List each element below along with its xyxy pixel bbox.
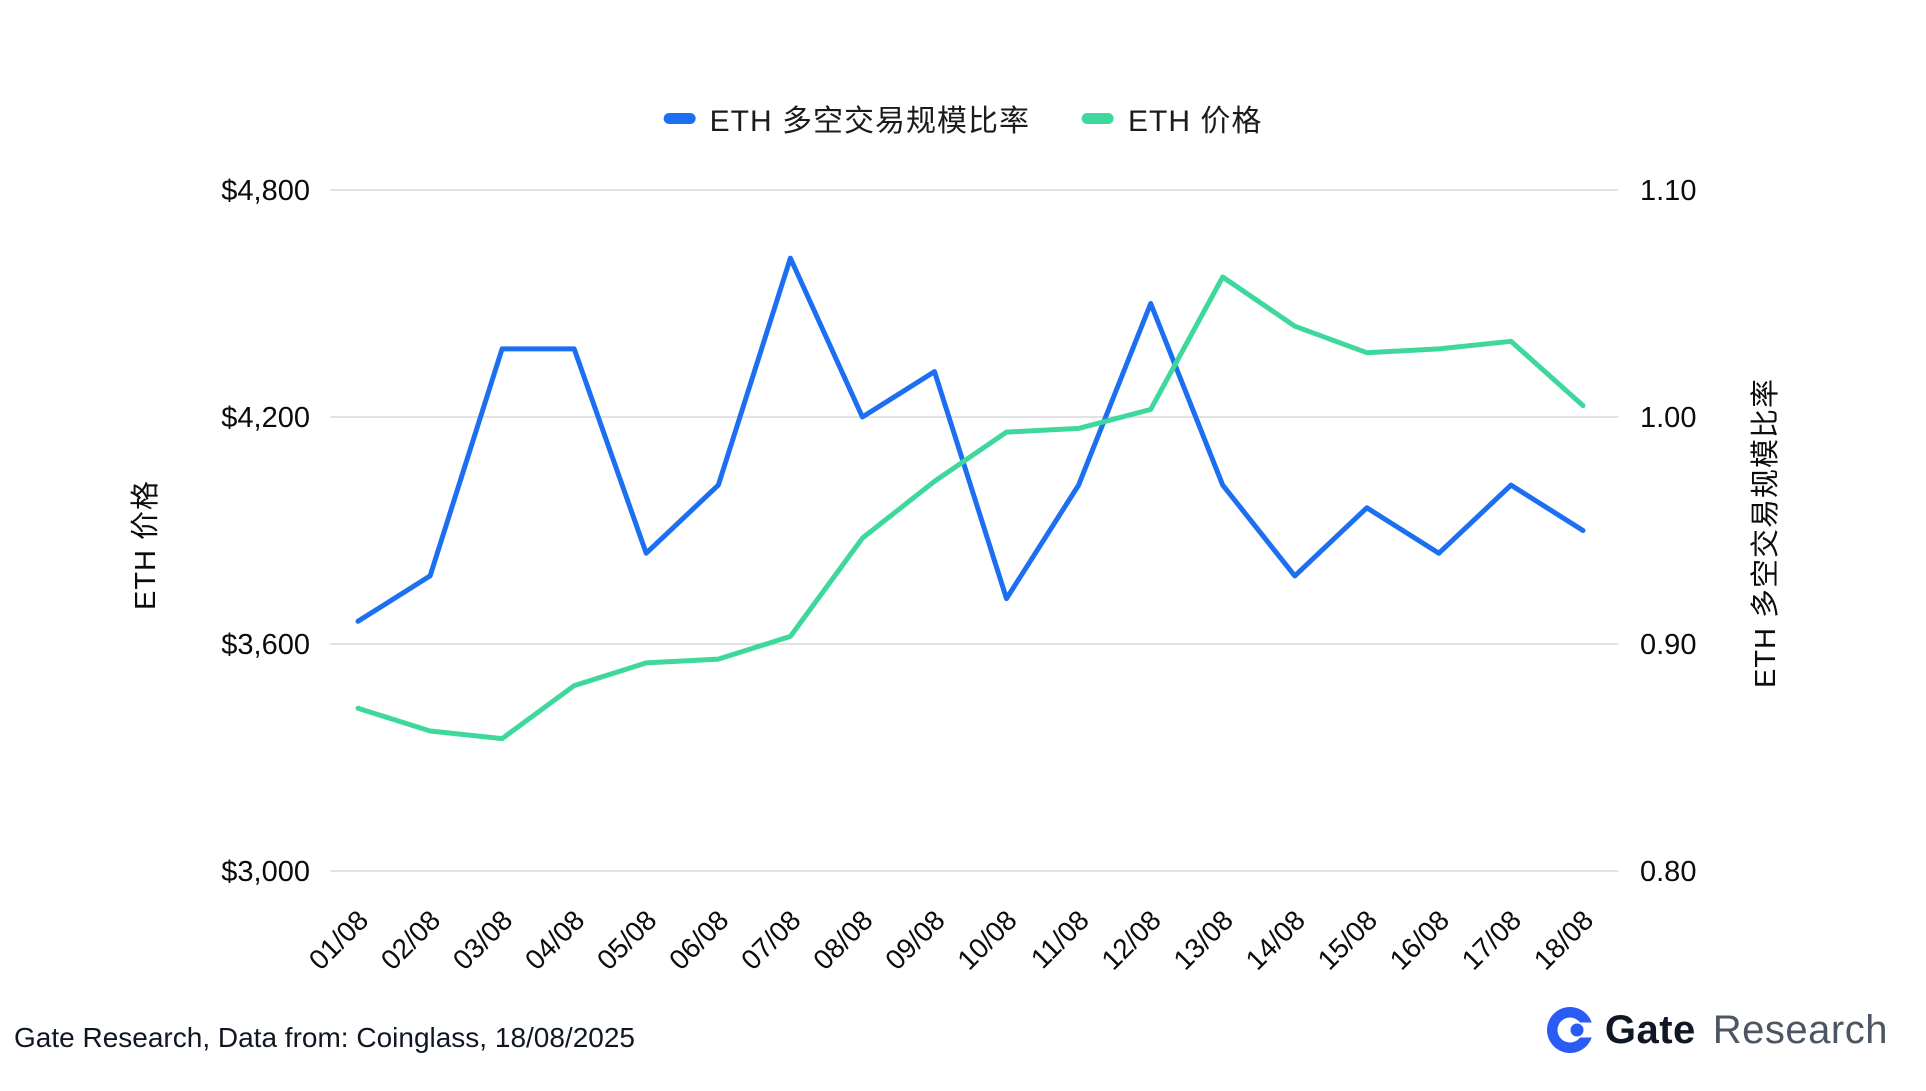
right-axis-tick-label: 0.80 — [1640, 856, 1696, 888]
left-axis-tick-label: $3,600 — [221, 629, 310, 661]
ratio-line-series — [355, 255, 1586, 624]
x-axis-tick-label: 15/08 — [1312, 904, 1383, 975]
x-axis-tick-label: 02/08 — [375, 904, 446, 975]
x-axis-tick-label: 12/08 — [1095, 904, 1166, 975]
legend-item-price: ETH 价格 — [1082, 96, 1262, 140]
x-axis-tick-label: 05/08 — [591, 904, 662, 975]
left-axis-tick-label: $4,200 — [221, 402, 310, 434]
x-axis-tick-label: 14/08 — [1240, 904, 1311, 975]
left-axis-tick-label: $3,000 — [221, 856, 310, 888]
x-axis-tick-label: 16/08 — [1384, 904, 1455, 975]
x-axis-tick-label: 11/08 — [1025, 904, 1095, 974]
x-axis-tick-label: 13/08 — [1167, 904, 1238, 975]
legend-swatch-blue — [663, 112, 696, 124]
x-axis-tick-label: 01/08 — [303, 904, 374, 975]
logo-suffix-text: Research — [1712, 1007, 1888, 1052]
right-axis-tick-label: 0.90 — [1640, 629, 1696, 661]
left-axis-tick-label: $4,800 — [221, 175, 310, 207]
source-note: Gate Research, Data from: Coinglass, 18/… — [14, 1022, 636, 1053]
x-axis-tick-label: 10/08 — [951, 904, 1022, 975]
logo-brand-text: Gate — [1604, 1007, 1696, 1052]
x-axis-tick-label: 06/08 — [663, 904, 734, 975]
legend-label-ratio: ETH 多空交易规模比率 — [709, 105, 1030, 138]
gate-research-logo: Gate Research — [1546, 1006, 1888, 1054]
x-axis-tick-label: 04/08 — [519, 904, 590, 975]
chart-legend: ETH 多空交易规模比率 ETH 价格 — [663, 96, 1263, 140]
x-axis-tick-label: 07/08 — [735, 904, 806, 975]
right-axis-tick-label: 1.10 — [1640, 175, 1696, 207]
right-axis-tick-label: 1.00 — [1640, 402, 1696, 434]
x-axis-tick-label: 17/08 — [1456, 904, 1527, 975]
gate-logo-icon — [1546, 1007, 1594, 1053]
legend-item-ratio: ETH 多空交易规模比率 — [663, 96, 1030, 140]
legend-label-price: ETH 价格 — [1128, 105, 1263, 138]
x-axis-tick-label: 08/08 — [807, 904, 878, 975]
x-axis-tick-label: 09/08 — [879, 904, 950, 975]
x-axis-tick-label: 18/08 — [1528, 904, 1599, 975]
price-line-series — [355, 274, 1586, 742]
legend-swatch-green — [1082, 112, 1114, 124]
x-axis-tick-label: 03/08 — [447, 904, 518, 975]
